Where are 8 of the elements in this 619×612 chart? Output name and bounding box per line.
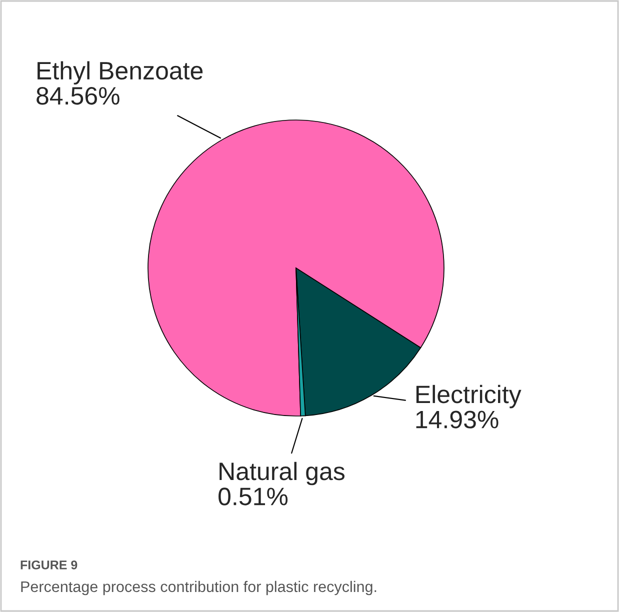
data-label: 0.51% bbox=[218, 488, 288, 506]
slice-label: Ethyl Benzoate bbox=[38, 61, 203, 85]
caption: FIGURE 9 bbox=[20, 560, 78, 570]
text: Percentage process contribution for plastic recycling. bbox=[21, 580, 376, 596]
data-label: 14.93% bbox=[416, 410, 498, 428]
data-label: 84.56% bbox=[36, 86, 120, 105]
slice-label: Natural gas bbox=[220, 462, 344, 486]
slice-label: Electricity bbox=[416, 384, 522, 408]
